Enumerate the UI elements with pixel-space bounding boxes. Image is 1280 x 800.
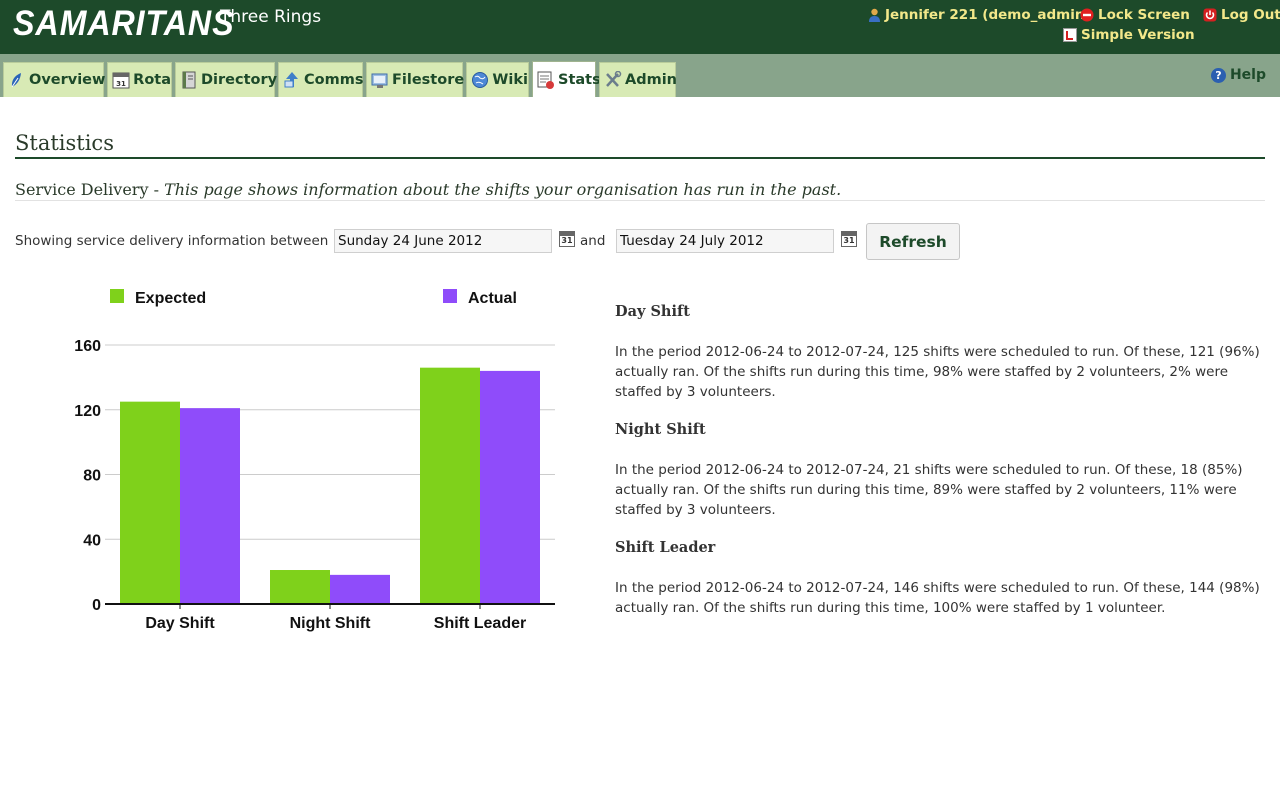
subtitle-prefix: Service Delivery - xyxy=(15,180,165,199)
app-name: Three Rings xyxy=(220,7,322,27)
bar-expected-shift-leader xyxy=(420,367,480,604)
help-link[interactable]: ? Help xyxy=(1210,67,1266,83)
tab-rota[interactable]: 31 Rota xyxy=(107,62,172,97)
y-tick-label: 120 xyxy=(74,403,101,420)
tab-filestore-label: Filestore xyxy=(392,72,465,88)
globe-icon xyxy=(471,70,489,90)
filter-label: Showing service delivery information bet… xyxy=(15,233,329,249)
user-name: Jennifer 221 (demo_admin) xyxy=(885,7,1091,23)
start-date-input[interactable] xyxy=(334,229,552,253)
page-title: Statistics xyxy=(15,131,114,155)
detail-heading-night-shift: Night Shift xyxy=(615,421,706,438)
end-date-input[interactable] xyxy=(616,229,834,253)
book-icon xyxy=(180,70,198,90)
x-tick-label: Shift Leader xyxy=(434,615,526,632)
end-date-calendar-icon[interactable]: 31 xyxy=(841,231,857,247)
user-link[interactable]: Jennifer 221 (demo_admin) xyxy=(868,7,1091,23)
x-tick-label: Day Shift xyxy=(145,615,215,632)
no-entry-icon xyxy=(1080,8,1094,22)
legend-label-expected: Expected xyxy=(135,290,206,307)
calendar-icon: 31 xyxy=(112,70,130,90)
samaritans-logo[interactable]: SAMARITANS xyxy=(13,4,235,43)
lock-screen-label: Lock Screen xyxy=(1098,7,1190,23)
header-bar: SAMARITANS Three Rings Jennifer 221 (dem… xyxy=(0,0,1280,54)
start-date-calendar-icon[interactable]: 31 xyxy=(559,231,575,247)
detail-heading-day-shift: Day Shift xyxy=(615,303,690,320)
tab-overview[interactable]: Overview xyxy=(3,62,106,97)
stats-icon xyxy=(537,70,555,90)
help-label: Help xyxy=(1229,67,1266,83)
y-tick-label: 160 xyxy=(74,338,101,355)
tab-directory[interactable]: Directory xyxy=(175,62,278,97)
shift-details-panel: Day Shift In the period 2012-06-24 to 20… xyxy=(615,303,1265,637)
tab-admin[interactable]: Admin xyxy=(599,62,678,97)
tab-comms[interactable]: Comms xyxy=(278,62,363,97)
y-tick-label: 0 xyxy=(92,597,101,614)
log-out-label: Log Out xyxy=(1221,7,1280,23)
tab-stats[interactable]: Stats xyxy=(532,61,601,97)
and-label: and xyxy=(580,233,606,249)
y-tick-label: 40 xyxy=(83,532,101,549)
help-icon: ? xyxy=(1210,67,1226,83)
user-icon xyxy=(869,8,880,22)
tab-comms-label: Comms xyxy=(304,72,364,88)
subtitle-description: This page shows information about the sh… xyxy=(164,180,842,199)
tab-filestore[interactable]: Filestore xyxy=(366,62,465,97)
tab-directory-label: Directory xyxy=(201,72,278,88)
refresh-button[interactable]: Refresh xyxy=(866,223,960,260)
bar-actual-night-shift xyxy=(330,574,390,604)
service-delivery-chart: 0 40 80 120 160 Day Shift Night Shift Shift Lea… xyxy=(74,289,555,632)
simple-version-link[interactable]: Simple Version xyxy=(1063,27,1195,43)
subtitle-divider xyxy=(15,200,1265,201)
tab-rota-label: Rota xyxy=(133,72,171,88)
detail-text-night-shift: In the period 2012-06-24 to 2012-07-24, … xyxy=(615,462,1243,518)
tools-icon xyxy=(604,70,622,90)
page-subtitle: Service Delivery - This page shows infor… xyxy=(15,180,841,199)
tab-admin-label: Admin xyxy=(625,72,678,88)
log-out-link[interactable]: Log Out xyxy=(1203,7,1280,23)
legend-swatch-actual xyxy=(443,289,457,303)
detail-text-day-shift: In the period 2012-06-24 to 2012-07-24, … xyxy=(615,344,1260,400)
legend-label-actual: Actual xyxy=(468,290,517,307)
bar-actual-shift-leader xyxy=(480,370,540,604)
main-nav: Overview 31 Rota Directory Comms Filesto… xyxy=(0,54,1280,97)
x-tick-label: Night Shift xyxy=(290,615,372,632)
legend-swatch-expected xyxy=(110,289,124,303)
bar-expected-day-shift xyxy=(120,401,180,604)
tab-wiki[interactable]: Wiki xyxy=(466,62,529,97)
detail-text-shift-leader: In the period 2012-06-24 to 2012-07-24, … xyxy=(615,580,1260,616)
simple-version-label: Simple Version xyxy=(1081,27,1195,43)
tab-overview-label: Overview xyxy=(29,72,106,88)
lock-screen-link[interactable]: Lock Screen xyxy=(1080,7,1190,23)
leaf-icon xyxy=(8,70,26,90)
svg-text:31: 31 xyxy=(116,80,126,88)
bar-expected-night-shift xyxy=(270,570,330,604)
folder-icon xyxy=(371,70,389,90)
power-icon xyxy=(1203,8,1217,22)
simple-version-icon xyxy=(1063,28,1077,42)
tab-wiki-label: Wiki xyxy=(492,72,528,88)
y-tick-label: 80 xyxy=(83,468,101,485)
title-divider xyxy=(15,157,1265,159)
bar-actual-day-shift xyxy=(180,408,240,604)
tab-stats-label: Stats xyxy=(558,71,601,88)
envelope-icon xyxy=(283,70,301,90)
detail-heading-shift-leader: Shift Leader xyxy=(615,539,716,556)
